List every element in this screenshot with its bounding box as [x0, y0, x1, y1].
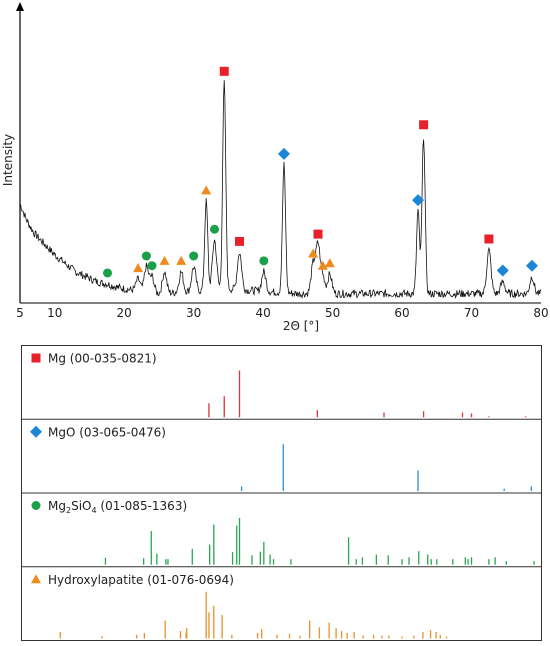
- peak-marker-mg2sio4: [259, 256, 269, 266]
- legend-marker-square-icon: [31, 353, 41, 363]
- diffractogram-chart: Intensity 5 10 20 30 40 50 60 70 80 2Θ [°]: [1, 2, 549, 333]
- y-axis-arrow: [16, 2, 24, 11]
- legend-marker-triangle-icon: [31, 574, 41, 584]
- peak-marker-hydroxylapatite: [176, 255, 187, 265]
- peak-marker-hydroxylapatite: [324, 258, 335, 268]
- peak-marker-mgo: [277, 147, 290, 160]
- legend-marker-diamond-icon: [30, 425, 42, 438]
- x-tick-labels: 5 10 20 30 40 50 60 70 80: [16, 306, 548, 320]
- peak-marker-mg2sio4: [141, 251, 151, 261]
- peak-marker-mgo: [496, 264, 509, 277]
- peak-marker-mg2sio4: [189, 251, 199, 261]
- peak-marker-mg: [484, 234, 494, 244]
- y-axis-title: Intensity: [1, 134, 15, 186]
- legend-marker-circle-icon: [31, 501, 41, 510]
- x-tick-label: 10: [47, 306, 62, 320]
- x-tick-label: 80: [533, 306, 548, 320]
- peak-marker-hydroxylapatite: [317, 260, 328, 270]
- peak-markers: [103, 66, 538, 278]
- peak-marker-hydroxylapatite: [133, 263, 144, 273]
- x-tick-label: 50: [325, 306, 340, 320]
- peak-marker-hydroxylapatite: [159, 255, 170, 265]
- reference-panel-mgo: MgO (03-065-0476): [21, 418, 542, 491]
- reference-panel-mg: Mg (00-035-0821): [31, 352, 527, 418]
- peak-marker-mg2sio4: [210, 224, 220, 234]
- x-tick-label: 20: [117, 306, 132, 320]
- peak-marker-mg: [419, 120, 429, 130]
- peak-marker-mg: [235, 236, 245, 246]
- x-tick-label: 5: [16, 306, 24, 320]
- reference-panel-label: Mg2SiO4 (01-085-1363): [48, 499, 187, 515]
- x-tick-label: 60: [394, 306, 409, 320]
- x-tick-label: 70: [464, 306, 479, 320]
- peak-marker-mg2sio4: [103, 268, 113, 278]
- reference-panel-label: Mg (00-035-0821): [48, 352, 157, 366]
- diffraction-pattern-line: [19, 80, 542, 300]
- peak-marker-mgo: [525, 259, 538, 272]
- peak-marker-hydroxylapatite: [201, 185, 212, 195]
- x-axis-title: 2Θ [°]: [283, 319, 319, 333]
- peak-marker-mg: [219, 66, 229, 76]
- peak-marker-mg2sio4: [147, 261, 157, 271]
- peak-marker-hydroxylapatite: [308, 248, 319, 258]
- x-tick-label: 30: [186, 306, 201, 320]
- peak-marker-mgo: [412, 194, 425, 207]
- reference-panel-label: MgO (03-065-0476): [48, 425, 166, 439]
- reference-panel-hydroxylapatite: Hydroxylapatite (01-076-0694): [21, 566, 542, 639]
- reference-panel-mg: Mg2SiO4 (01-085-1363): [21, 492, 542, 565]
- reference-patterns: Mg (00-035-0821) MgO (03-065-0476) Mg2SiO4…: [21, 345, 542, 641]
- reference-panel-label: Hydroxylapatite (01-076-0694): [48, 573, 234, 587]
- x-tick-label: 40: [255, 306, 270, 320]
- peak-marker-mg: [313, 229, 323, 239]
